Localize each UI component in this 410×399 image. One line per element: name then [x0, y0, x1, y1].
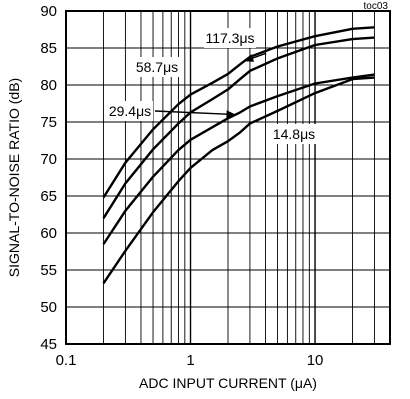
annotation-box — [271, 124, 317, 144]
series-line-1 — [102, 26, 375, 199]
y-tick-label: 85 — [40, 40, 57, 57]
annotation-label: 14.8μs — [273, 126, 315, 142]
annotation-box — [107, 101, 153, 121]
x-tick-label: 0.1 — [56, 352, 77, 369]
corner-tag: toc03 — [364, 1, 389, 12]
x-axis-label: ADC INPUT CURRENT (μA) — [139, 375, 317, 391]
y-tick-label: 45 — [40, 336, 57, 353]
series-lines — [102, 26, 375, 284]
x-tick-label: 10 — [307, 352, 324, 369]
y-tick-label: 55 — [40, 262, 57, 279]
x-tick-label: 1 — [186, 352, 194, 369]
annotation-label: 58.7μs — [136, 59, 178, 75]
annotation-label: 117.3μs — [205, 30, 254, 46]
y-tick-label: 60 — [40, 225, 57, 242]
annotation-label: 29.4μs — [109, 103, 151, 119]
y-tick-label: 90 — [40, 3, 57, 20]
y-tick-label: 50 — [40, 299, 57, 316]
y-axis-label: SIGNAL-TO-NOISE RATIO (dB) — [6, 78, 22, 277]
annotations: 117.3μs 58.7μs 29.4μs 14.8μs — [107, 28, 317, 144]
series-line-2 — [102, 36, 375, 219]
arrowhead — [226, 110, 236, 119]
annotation-arrow — [154, 110, 236, 116]
plot-frame — [65, 10, 391, 345]
y-tick-label: 80 — [40, 77, 57, 94]
y-tick-label: 75 — [40, 114, 57, 131]
grid — [66, 10, 390, 345]
series-line-4 — [102, 76, 375, 284]
series-line-3 — [102, 73, 375, 245]
annotation-box — [134, 57, 180, 77]
annotation-box — [204, 28, 256, 48]
arrowhead — [244, 54, 255, 62]
y-tick-label: 70 — [40, 151, 57, 168]
y-tick-label: 65 — [40, 188, 57, 205]
tick-labels: 45 50 55 60 65 70 75 80 85 90 0.1 1 10 — [40, 3, 323, 369]
